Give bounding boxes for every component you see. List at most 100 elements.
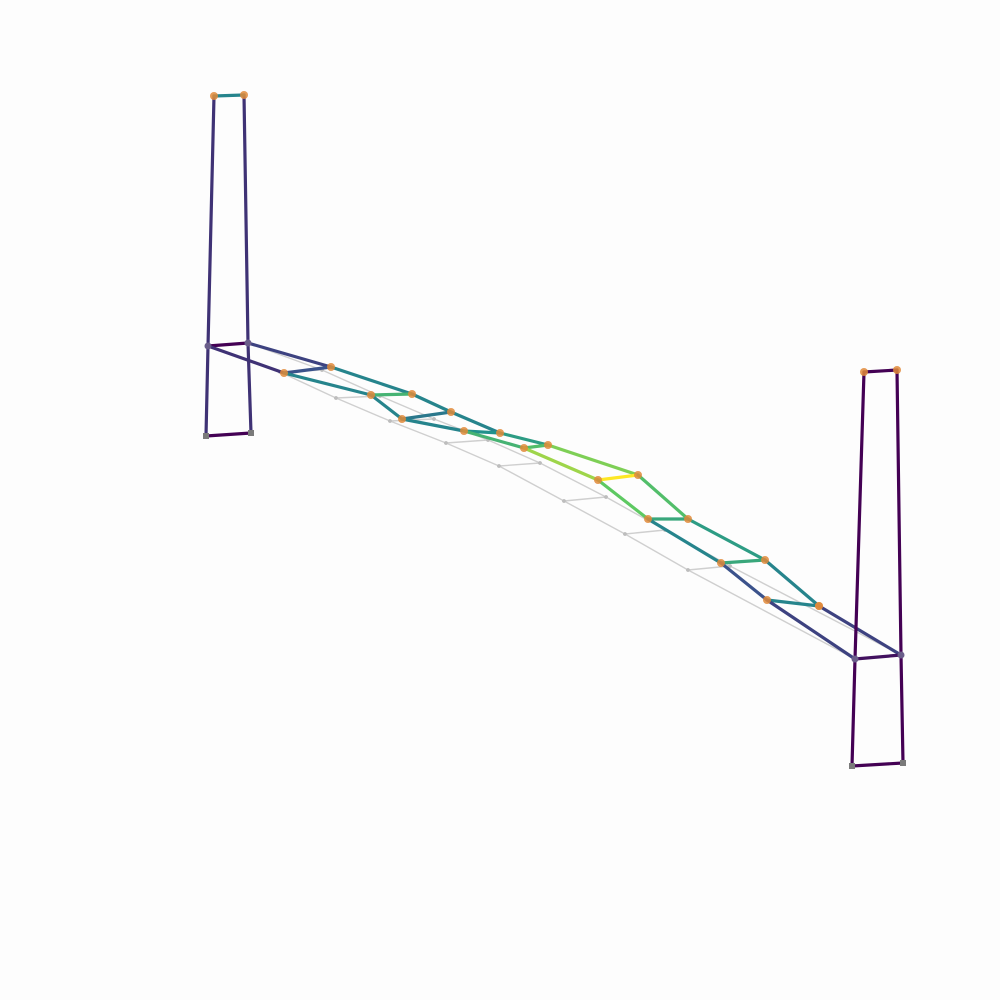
reference-member <box>498 462 541 467</box>
reference-member <box>445 439 489 444</box>
reference-node <box>686 568 690 572</box>
truss-member <box>850 657 857 768</box>
truss-member <box>719 558 767 565</box>
deck-node <box>544 441 552 449</box>
reference-node <box>623 532 627 536</box>
deck-node <box>367 391 375 399</box>
support-node <box>248 430 254 436</box>
joint-node <box>897 651 905 659</box>
reference-node <box>562 499 566 503</box>
nodes-layer <box>203 91 906 769</box>
truss-member <box>895 368 903 657</box>
reference-node <box>497 464 501 468</box>
tower-top-node <box>240 91 248 99</box>
reference-member <box>279 371 337 399</box>
truss-member <box>899 653 905 765</box>
deck-node <box>327 363 335 371</box>
truss-member <box>765 598 857 661</box>
truss-member <box>522 443 550 450</box>
reference-member <box>487 439 541 464</box>
truss-member <box>329 365 414 396</box>
deck-node <box>634 471 642 479</box>
truss-member <box>765 598 821 608</box>
truss-member <box>410 392 453 414</box>
reference-member <box>624 533 689 571</box>
truss-member <box>449 410 502 435</box>
deck-node <box>684 515 692 523</box>
deck-node <box>761 556 769 564</box>
truss-member <box>206 344 286 375</box>
reference-node <box>604 495 608 499</box>
truss-member <box>596 473 640 482</box>
deck-node <box>496 429 504 437</box>
deck-node <box>447 408 455 416</box>
reference-member <box>687 565 731 571</box>
truss-member <box>246 341 253 435</box>
reference-member <box>563 496 607 502</box>
reference-member <box>729 565 902 656</box>
truss-member <box>817 604 903 657</box>
deck-node <box>460 427 468 435</box>
truss-member <box>400 410 453 421</box>
truss-member <box>369 393 404 421</box>
deck-node <box>594 476 602 484</box>
truss-member <box>462 429 526 450</box>
reference-member <box>445 442 500 467</box>
truss-member <box>206 94 216 348</box>
truss-member <box>596 478 650 521</box>
truss-member <box>369 392 414 397</box>
truss-member <box>242 93 250 345</box>
deck-node <box>520 444 528 452</box>
support-node <box>849 763 855 769</box>
truss-member <box>246 341 333 369</box>
truss-member <box>522 446 600 482</box>
deck-node <box>763 596 771 604</box>
tower-top-node <box>860 368 868 376</box>
truss-member <box>212 93 246 98</box>
support-node <box>900 760 906 766</box>
truss-member <box>400 417 466 433</box>
truss-member <box>853 370 866 661</box>
reference-member <box>498 465 565 502</box>
reference-member <box>687 569 856 660</box>
truss-member <box>204 431 253 438</box>
tower-top-node <box>893 366 901 374</box>
undeformed-reference-layer <box>206 93 903 661</box>
truss-member <box>498 431 550 447</box>
reference-member <box>389 420 447 444</box>
reference-node <box>728 564 732 568</box>
deformed-members-layer <box>204 93 905 768</box>
tower-top-node <box>210 92 218 100</box>
truss-member <box>853 653 903 661</box>
deck-node <box>398 415 406 423</box>
truss-member <box>206 341 250 348</box>
deck-node <box>717 559 725 567</box>
reference-node <box>388 419 392 423</box>
joint-node <box>204 342 212 350</box>
reference-node <box>334 396 338 400</box>
reference-member <box>539 462 607 498</box>
reference-member <box>335 397 391 422</box>
reference-node <box>538 461 542 465</box>
support-node <box>203 433 209 439</box>
reference-node <box>432 417 436 421</box>
truss-member <box>204 344 210 438</box>
truss-member <box>546 443 640 477</box>
truss-member <box>763 558 821 608</box>
joint-node <box>851 655 859 663</box>
truss-member <box>850 761 905 768</box>
truss-member <box>282 365 333 375</box>
truss-member <box>862 368 899 374</box>
joint-node <box>244 339 252 347</box>
deck-node <box>815 602 823 610</box>
reference-member <box>624 529 666 535</box>
deck-node <box>280 369 288 377</box>
truss-member <box>686 517 767 562</box>
reference-member <box>563 500 626 535</box>
truss-member <box>282 371 373 397</box>
truss-member <box>646 517 723 565</box>
deck-node <box>644 515 652 523</box>
reference-node <box>444 441 448 445</box>
deck-node <box>408 390 416 398</box>
